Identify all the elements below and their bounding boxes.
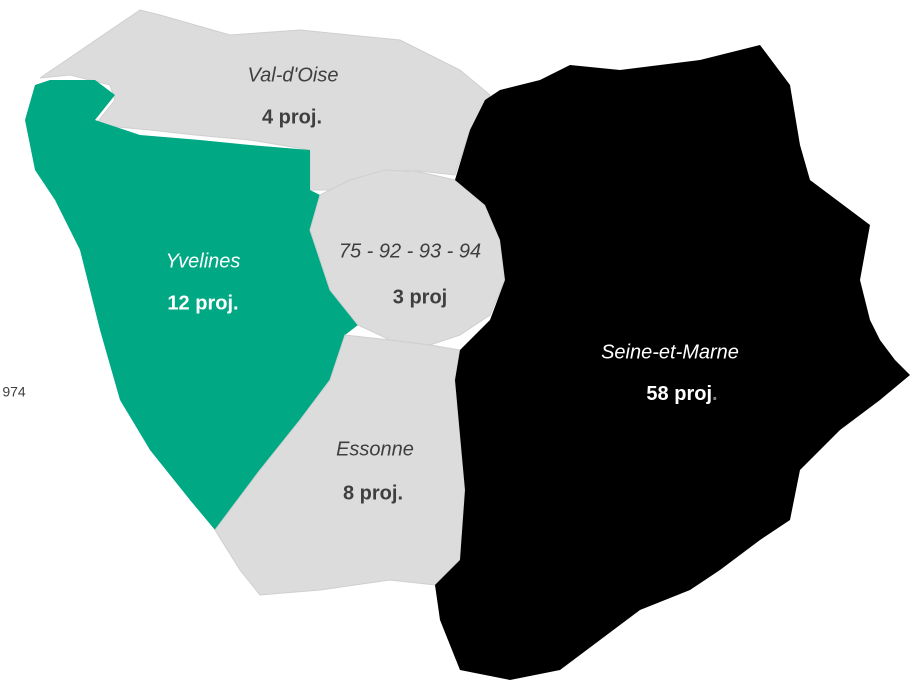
region-name: 75 - 92 - 93 - 94 bbox=[339, 240, 481, 262]
region-essonne bbox=[214, 334, 466, 596]
region-yvelines bbox=[25, 80, 358, 530]
region-name: Seine-et-Marne bbox=[601, 341, 739, 363]
region-count: 12 proj. bbox=[167, 292, 238, 314]
region-name: Yvelines bbox=[166, 250, 241, 272]
side-label: 974 bbox=[2, 384, 26, 400]
region-petite-couronne bbox=[309, 169, 506, 346]
count-suffix: . bbox=[712, 383, 718, 405]
region-name: Essonne bbox=[336, 438, 414, 460]
region-count: 4 proj. bbox=[262, 106, 322, 128]
region-count: 8 proj. bbox=[343, 482, 403, 504]
region-count: 58 proj. bbox=[646, 383, 717, 405]
region-count: 3 proj bbox=[393, 286, 447, 308]
region-seine-et-marne bbox=[435, 45, 910, 680]
count-text: 58 proj bbox=[646, 383, 712, 405]
region-name: Val-d'Oise bbox=[248, 64, 339, 86]
